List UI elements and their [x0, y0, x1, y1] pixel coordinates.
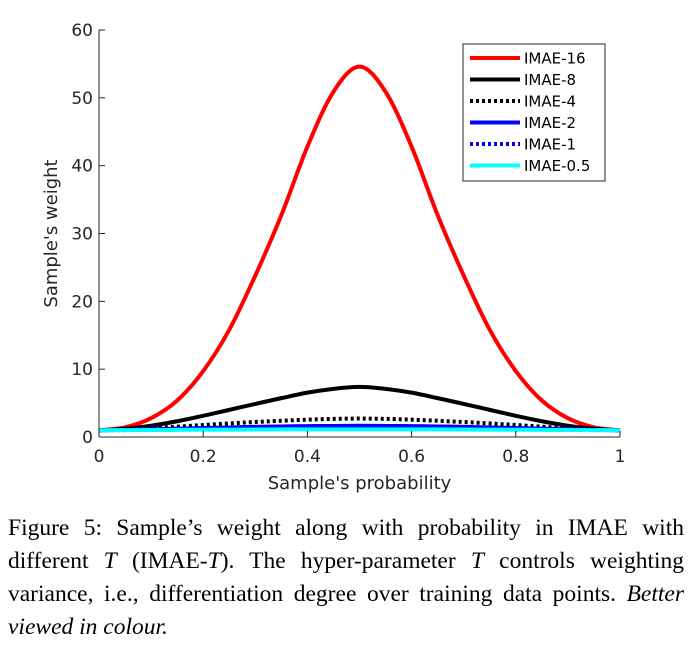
caption-mid-2: ). The hyper-parameter [220, 548, 456, 574]
series-line-imae-4 [98, 416, 621, 433]
y-tick-label: 0 [82, 428, 93, 448]
legend-label: IMAE-0.5 [524, 157, 590, 175]
x-axis-label: Sample's probability [268, 473, 452, 494]
chart-figure: 0 0.2 0.4 0.6 0.8 1 0 10 20 30 40 50 60 Sample's prob… [41, 21, 625, 494]
plot-lines [98, 64, 621, 433]
y-tick-label: 40 [71, 157, 93, 177]
x-tick-label: 0.8 [502, 447, 529, 467]
caption-emphasis: Better viewed in colour. [8, 581, 684, 640]
legend-box [462, 43, 606, 182]
x-tick-label: 1 [615, 447, 626, 467]
caption-prefix: Figure 5: Sample’s weight along with pro… [8, 515, 684, 574]
y-tick-label: 20 [71, 292, 93, 312]
figure-caption: Figure 5: Sample’s weight along with pro… [8, 512, 684, 644]
caption-var-t-3: T [470, 548, 484, 574]
legend-label: IMAE-2 [524, 114, 576, 132]
x-tick-label: 0.2 [190, 447, 217, 467]
caption-var-t-2: T [207, 548, 221, 574]
x-tick-label: 0 [94, 447, 105, 467]
series-line-imae-0-5 [98, 427, 621, 433]
y-tick-label: 10 [71, 360, 93, 380]
legend: IMAE-16 IMAE-8 IMAE-4 IMAE-2 IMAE-1 IMAE-0.5 [462, 43, 606, 182]
caption-suffix: controls weighting variance, i.e., diffe… [8, 548, 685, 607]
legend-label: IMAE-1 [524, 136, 576, 154]
series-line-imae-16 [98, 64, 621, 433]
x-tick-label: 0.6 [398, 447, 425, 467]
y-axis-label: Sample's weight [41, 159, 62, 307]
legend-label: IMAE-8 [524, 71, 576, 89]
legend-label: IMAE-4 [524, 93, 576, 111]
x-tick-label: 0.4 [294, 447, 321, 467]
caption-var-t-1: T [103, 548, 117, 574]
series-line-imae-8 [98, 384, 621, 433]
y-tick-label: 30 [71, 225, 93, 245]
y-tick-label: 50 [71, 89, 93, 109]
legend-label: IMAE-16 [524, 50, 586, 68]
y-tick-label: 60 [71, 21, 93, 41]
caption-mid-1: (IMAE- [131, 548, 208, 574]
